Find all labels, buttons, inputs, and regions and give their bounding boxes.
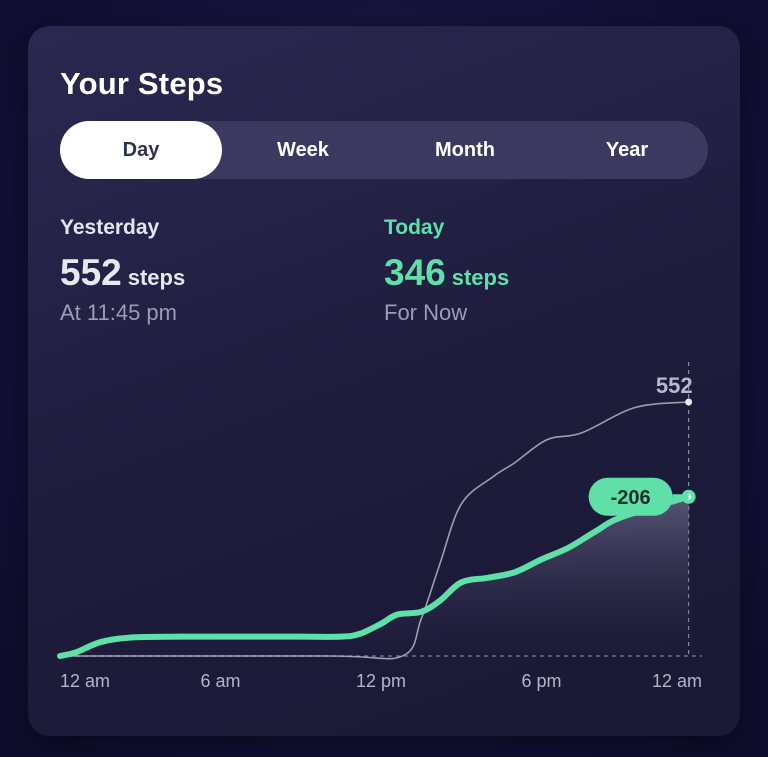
yesterday-steps-unit: steps: [127, 265, 186, 290]
card-title: Your Steps: [60, 66, 224, 101]
steps-card: Your Steps Day Week Month Year Yesterday…: [28, 26, 740, 736]
yesterday-time: At 11:45 pm: [60, 300, 177, 325]
steps-chart: 552 -206 12 am 6 am 12 pm 6 pm 12 am: [57, 362, 702, 691]
yesterday-steps-value: 552: [60, 252, 122, 293]
x-tick-label: 6 pm: [521, 671, 561, 691]
today-area-fill: [60, 496, 689, 656]
tab-week[interactable]: Week: [277, 138, 329, 161]
today-summary: Today 346 steps For Now: [384, 216, 509, 326]
yesterday-label: Yesterday: [60, 216, 160, 239]
yesterday-series-line: [60, 401, 689, 660]
x-tick-label: 12 am: [652, 671, 702, 691]
today-steps-value: 346: [384, 252, 446, 293]
today-steps-unit: steps: [451, 265, 510, 290]
x-tick-label: 12 pm: [356, 671, 406, 691]
yesterday-total-label: 552: [656, 373, 693, 398]
difference-badge: [588, 477, 673, 516]
tab-day[interactable]: Day: [60, 121, 222, 179]
yesterday-end-point: [685, 398, 693, 406]
today-status: For Now: [384, 300, 468, 325]
tab-month[interactable]: Month: [435, 138, 495, 161]
tab-year[interactable]: Year: [605, 138, 649, 161]
x-tick-label: 6 am: [200, 671, 240, 691]
yesterday-summary: Yesterday 552 steps At 11:45 pm: [60, 216, 185, 326]
x-tick-label: 12 am: [60, 671, 110, 691]
difference-badge-text: -206: [611, 487, 651, 509]
today-label: Today: [384, 216, 445, 239]
today-series-line: [57, 493, 692, 659]
period-tab-bar: Day Week Month Year: [60, 121, 708, 179]
